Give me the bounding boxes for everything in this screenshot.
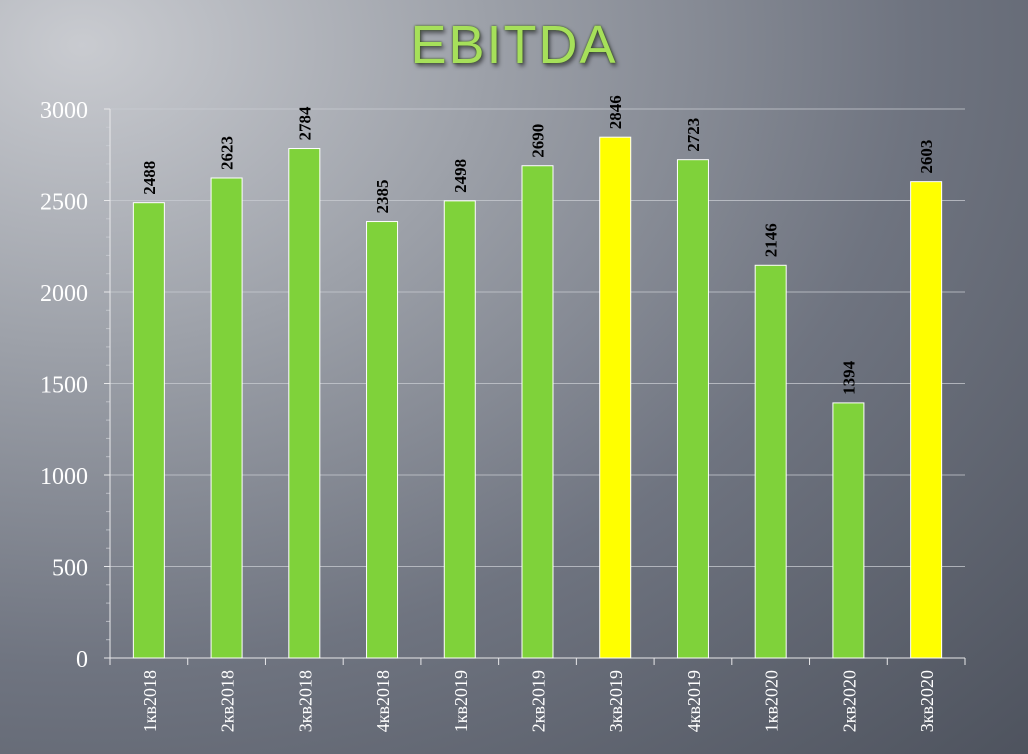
- x-tick-label: 3кв2019: [606, 670, 626, 732]
- x-tick-label: 1кв2019: [451, 670, 471, 732]
- data-label: 2603: [917, 140, 936, 174]
- x-tick-label: 2кв2018: [218, 670, 238, 732]
- y-tick-label: 1500: [40, 373, 88, 399]
- y-tick-label: 2500: [40, 190, 88, 216]
- data-label: 2488: [140, 161, 159, 195]
- bar: [910, 181, 943, 659]
- data-label: 2784: [295, 106, 314, 141]
- data-label: 2723: [684, 118, 703, 152]
- y-tick-label: 500: [52, 556, 88, 582]
- data-label: 2385: [373, 180, 392, 214]
- x-tick-label: 1кв2018: [140, 670, 160, 732]
- bar: [443, 200, 476, 659]
- x-tick-label: 1кв2020: [762, 670, 782, 732]
- data-label: 2498: [451, 159, 470, 193]
- data-label: 2623: [218, 136, 237, 170]
- data-label: 2846: [606, 95, 625, 129]
- bar: [288, 148, 321, 659]
- y-tick-label: 1000: [40, 464, 88, 490]
- bar: [521, 165, 554, 659]
- bar: [132, 202, 165, 659]
- x-tick-label: 4кв2018: [373, 670, 393, 732]
- bar: [832, 402, 865, 659]
- data-label: 2690: [529, 124, 548, 158]
- data-label: 2146: [762, 223, 781, 257]
- chart-title: EBITDA: [410, 15, 618, 75]
- x-tick-label: 4кв2019: [684, 670, 704, 732]
- bar: [676, 159, 709, 659]
- bar: [366, 221, 399, 659]
- bar: [210, 177, 243, 659]
- x-tick-label: 3кв2020: [917, 670, 937, 732]
- y-tick-label: 3000: [40, 98, 88, 124]
- bar: [599, 136, 632, 659]
- x-tick-label: 2кв2019: [529, 670, 549, 732]
- data-label: 1394: [839, 360, 858, 395]
- x-tick-label: 2кв2020: [839, 670, 859, 732]
- y-tick-label: 2000: [40, 281, 88, 307]
- bar: [754, 264, 787, 659]
- y-tick-label: 0: [76, 647, 88, 673]
- x-tick-label: 3кв2018: [295, 670, 315, 732]
